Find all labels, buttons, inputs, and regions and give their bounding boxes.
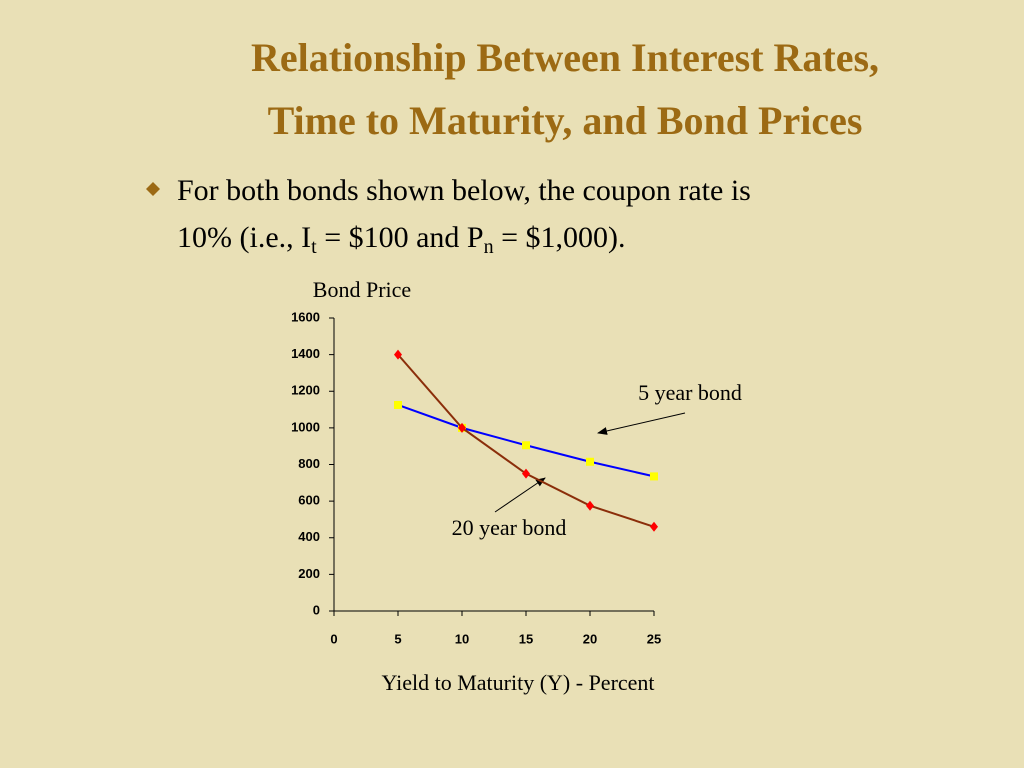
y-tick-label: 1400: [291, 346, 320, 361]
marker: [586, 457, 594, 466]
y-tick-label: 1600: [291, 309, 320, 324]
x-tick-label: 20: [583, 631, 597, 646]
x-tick-label: 10: [455, 631, 469, 646]
subscript: t: [311, 236, 317, 258]
y-tick-label: 400: [298, 529, 320, 544]
text-run: = $1,000).: [494, 221, 626, 254]
marker: [650, 472, 658, 481]
y-tick-label: 1000: [291, 419, 320, 434]
subscript: n: [484, 236, 494, 258]
annotation-arrow: [597, 412, 686, 435]
y-tick-label: 0: [313, 602, 320, 617]
marker: [394, 349, 402, 360]
x-tick-label: 5: [394, 631, 401, 646]
marker: [650, 521, 658, 532]
marker: [522, 468, 530, 479]
y-tick-label: 800: [298, 456, 320, 471]
title-line: Time to Maturity, and Bond Prices: [268, 98, 863, 143]
y-tick-label: 200: [298, 566, 320, 581]
y-tick-label: 600: [298, 493, 320, 508]
text-run: 10% (i.e., I: [177, 221, 311, 254]
x-tick-label: 15: [519, 631, 533, 646]
series-annotation: 20 year bond: [452, 515, 567, 540]
bullet-text: For both bonds shown below, the coupon r…: [177, 174, 751, 207]
marker: [586, 500, 594, 511]
annotation-arrow: [494, 477, 546, 513]
bullet-marker: [146, 182, 160, 196]
marker: [458, 422, 466, 433]
plot: 0 200 400 600 800 1000 1200 1400 1600 0 5 10 15 20 25: [291, 309, 661, 646]
x-axis-label: Yield to Maturity (Y) - Percent: [381, 670, 654, 695]
marker: [522, 441, 530, 450]
y-axis-label: Bond Price: [313, 277, 411, 302]
series-annotation: 5 year bond: [638, 380, 742, 405]
title-line: Relationship Between Interest Rates,: [251, 35, 879, 80]
text-run: = $100 and P: [317, 221, 484, 254]
y-tick-label: 1200: [291, 383, 320, 398]
x-tick-label: 25: [647, 631, 661, 646]
x-tick-label: 0: [330, 631, 337, 646]
marker: [394, 400, 402, 409]
bullet-text: 10% (i.e., It = $100 and Pn = $1,000).: [177, 221, 626, 258]
